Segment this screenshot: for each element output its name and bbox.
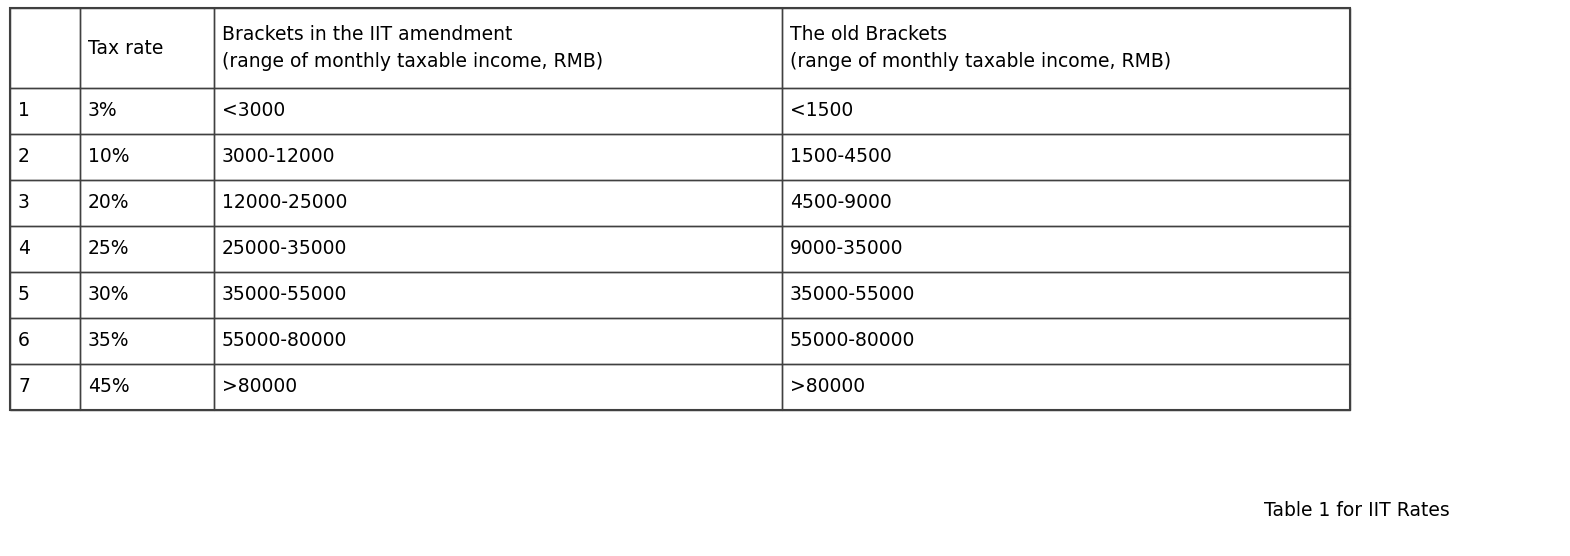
Bar <box>214 8 782 88</box>
Text: 10%: 10% <box>88 147 129 166</box>
Text: 20%: 20% <box>88 193 129 212</box>
Bar <box>80 364 214 410</box>
Text: Tax rate: Tax rate <box>88 38 163 57</box>
Bar <box>214 272 782 318</box>
Text: 35000-55000: 35000-55000 <box>221 285 347 305</box>
Bar <box>782 8 1350 88</box>
Bar <box>9 134 80 180</box>
Bar <box>782 272 1350 318</box>
Text: 30%: 30% <box>88 285 129 305</box>
Text: 7: 7 <box>17 378 30 396</box>
Bar <box>9 364 80 410</box>
Bar <box>9 88 80 134</box>
Bar <box>214 364 782 410</box>
Text: 55000-80000: 55000-80000 <box>221 331 347 350</box>
Text: 35%: 35% <box>88 331 129 350</box>
Bar <box>782 318 1350 364</box>
Text: Table 1 for IIT Rates: Table 1 for IIT Rates <box>1264 500 1451 519</box>
Bar <box>782 364 1350 410</box>
Text: >80000: >80000 <box>790 378 865 396</box>
Bar <box>214 226 782 272</box>
Text: <1500: <1500 <box>790 102 853 121</box>
Bar <box>9 272 80 318</box>
Bar <box>214 318 782 364</box>
Bar <box>80 180 214 226</box>
Text: 3: 3 <box>17 193 30 212</box>
Text: 1: 1 <box>17 102 30 121</box>
Text: 35000-55000: 35000-55000 <box>790 285 915 305</box>
Bar <box>782 180 1350 226</box>
Bar <box>80 226 214 272</box>
Bar <box>9 8 1350 410</box>
Text: 3%: 3% <box>88 102 118 121</box>
Text: 25000-35000: 25000-35000 <box>221 240 347 259</box>
Bar <box>80 272 214 318</box>
Text: >80000: >80000 <box>221 378 297 396</box>
Text: 4: 4 <box>17 240 30 259</box>
Bar <box>9 318 80 364</box>
Text: 55000-80000: 55000-80000 <box>790 331 915 350</box>
Bar <box>9 8 80 88</box>
Bar <box>80 88 214 134</box>
Text: Brackets in the IIT amendment
(range of monthly taxable income, RMB): Brackets in the IIT amendment (range of … <box>221 25 603 71</box>
Text: 1500-4500: 1500-4500 <box>790 147 892 166</box>
Text: 3000-12000: 3000-12000 <box>221 147 334 166</box>
Bar <box>782 226 1350 272</box>
Text: The old Brackets
(range of monthly taxable income, RMB): The old Brackets (range of monthly taxab… <box>790 25 1171 71</box>
Bar <box>9 180 80 226</box>
Text: 25%: 25% <box>88 240 129 259</box>
Text: 9000-35000: 9000-35000 <box>790 240 903 259</box>
Bar <box>214 88 782 134</box>
Text: 6: 6 <box>17 331 30 350</box>
Text: <3000: <3000 <box>221 102 284 121</box>
Text: 12000-25000: 12000-25000 <box>221 193 347 212</box>
Bar <box>80 318 214 364</box>
Bar <box>214 134 782 180</box>
Text: 2: 2 <box>17 147 30 166</box>
Bar <box>214 180 782 226</box>
Bar <box>80 134 214 180</box>
Bar <box>782 134 1350 180</box>
Text: 45%: 45% <box>88 378 129 396</box>
Bar <box>80 8 214 88</box>
Text: 4500-9000: 4500-9000 <box>790 193 892 212</box>
Bar <box>782 88 1350 134</box>
Text: 5: 5 <box>17 285 30 305</box>
Bar <box>9 226 80 272</box>
